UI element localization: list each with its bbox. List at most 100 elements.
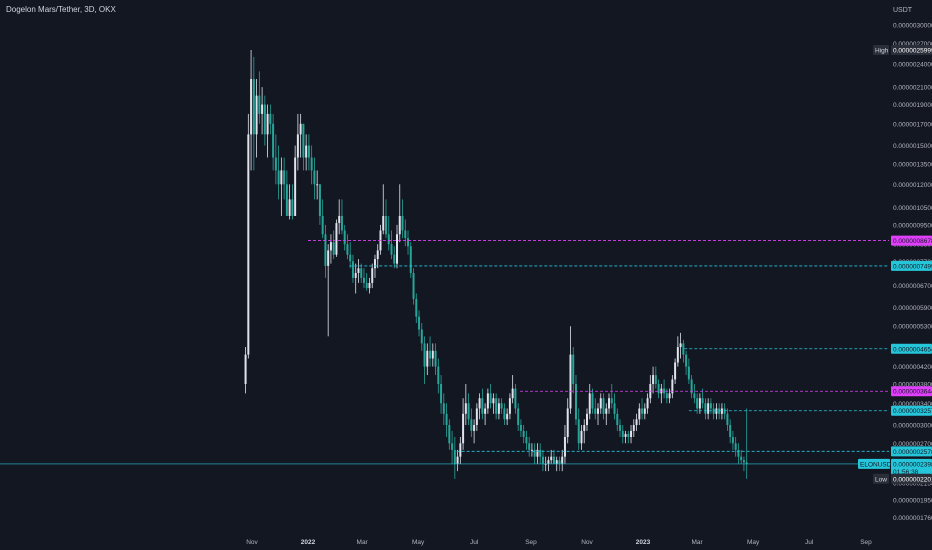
- candle: [492, 393, 495, 414]
- candle: [473, 419, 476, 444]
- time-tick-label: Nov: [246, 539, 258, 546]
- candle: [277, 145, 280, 200]
- candle: [244, 347, 247, 394]
- candle: [470, 408, 473, 437]
- candle-body: [674, 362, 677, 380]
- candle-body: [335, 223, 338, 255]
- time-tick-label: Jul: [470, 539, 479, 546]
- candle: [288, 184, 291, 220]
- candle-body: [511, 388, 514, 399]
- candle-body: [288, 199, 291, 216]
- candle-body: [563, 436, 566, 457]
- candle: [519, 419, 522, 437]
- time-tick-label: Jul: [805, 539, 814, 546]
- candle-body: [420, 329, 423, 344]
- candle-body: [707, 403, 710, 414]
- candle: [310, 145, 313, 185]
- candle: [280, 157, 283, 216]
- candle-body: [390, 244, 393, 255]
- candle: [660, 383, 663, 404]
- candle: [299, 113, 302, 158]
- candle: [682, 339, 685, 363]
- candle-body: [555, 460, 558, 464]
- candle: [401, 199, 404, 239]
- candle-body: [247, 134, 250, 355]
- candle: [478, 393, 481, 420]
- high-value: 0.0000025999: [893, 48, 932, 55]
- candle: [572, 347, 575, 394]
- candle: [343, 224, 346, 251]
- price-tick-label: 0.0000017000: [893, 121, 932, 128]
- candle-body: [682, 343, 685, 355]
- candle-body: [698, 398, 701, 409]
- time-axis[interactable]: Nov 2022 Mar May Jul Sep Nov 2023 Mar May Jul Sep: [246, 539, 872, 546]
- price-tick-label: 0.0000010500: [893, 205, 932, 212]
- candle: [638, 403, 641, 426]
- price-tick-label: 0.0000027000: [893, 41, 932, 48]
- candle: [704, 398, 707, 420]
- price-tick-label: 0.0000006700: [893, 283, 932, 290]
- levels-layer: [307, 240, 889, 452]
- candle: [585, 408, 588, 431]
- candle: [734, 436, 737, 457]
- candle-body: [506, 413, 509, 420]
- candle: [539, 443, 542, 464]
- candle-body: [263, 104, 266, 135]
- candle-body: [448, 425, 451, 444]
- candle-body: [632, 425, 635, 431]
- candle: [434, 343, 437, 376]
- candle: [701, 388, 704, 409]
- candle-body: [638, 408, 641, 420]
- candle: [643, 403, 646, 420]
- candle-body: [459, 443, 462, 457]
- candle: [459, 436, 462, 464]
- price-tick-label: 0.0000021000: [893, 85, 932, 92]
- candle: [316, 170, 319, 200]
- candle-body: [486, 393, 489, 409]
- candle: [630, 425, 633, 444]
- candle-body: [525, 436, 528, 444]
- candle: [577, 408, 580, 450]
- candle-body: [401, 215, 404, 231]
- candle: [266, 104, 269, 158]
- candle-body: [291, 199, 294, 216]
- candle-body: [619, 425, 622, 431]
- candle: [274, 134, 277, 185]
- candle: [368, 277, 371, 294]
- candle-body: [426, 350, 429, 367]
- candle-body: [272, 123, 275, 158]
- candle: [649, 375, 652, 404]
- price-tick-label: 0.0000009500: [893, 222, 932, 229]
- candle-body: [250, 79, 253, 135]
- price-tick-label: 0.0000002150: [893, 480, 932, 487]
- candle: [318, 184, 321, 225]
- candle-body: [597, 408, 600, 414]
- candle: [332, 230, 335, 260]
- candle: [475, 403, 478, 431]
- candle: [453, 436, 456, 479]
- candle: [550, 449, 553, 464]
- candle: [583, 419, 586, 444]
- candle-body: [679, 343, 682, 348]
- candle-body: [641, 408, 644, 414]
- candle-body: [522, 430, 525, 437]
- candle-body: [362, 277, 365, 283]
- price-tick-label: 0.0000003800: [893, 381, 932, 388]
- candle-body: [687, 366, 690, 380]
- candle-body: [599, 398, 602, 409]
- candle: [679, 332, 682, 359]
- candle: [269, 104, 272, 135]
- candle-body: [657, 383, 660, 394]
- candle: [641, 398, 644, 420]
- candle: [731, 430, 734, 450]
- price-tick-label: 0.0000001760: [893, 515, 932, 522]
- candle-body: [676, 347, 679, 363]
- candle-body: [467, 403, 470, 420]
- candle: [657, 379, 660, 399]
- candle-body: [726, 413, 729, 426]
- candle-body: [566, 408, 569, 437]
- candle: [720, 403, 723, 420]
- candle-body: [737, 449, 740, 457]
